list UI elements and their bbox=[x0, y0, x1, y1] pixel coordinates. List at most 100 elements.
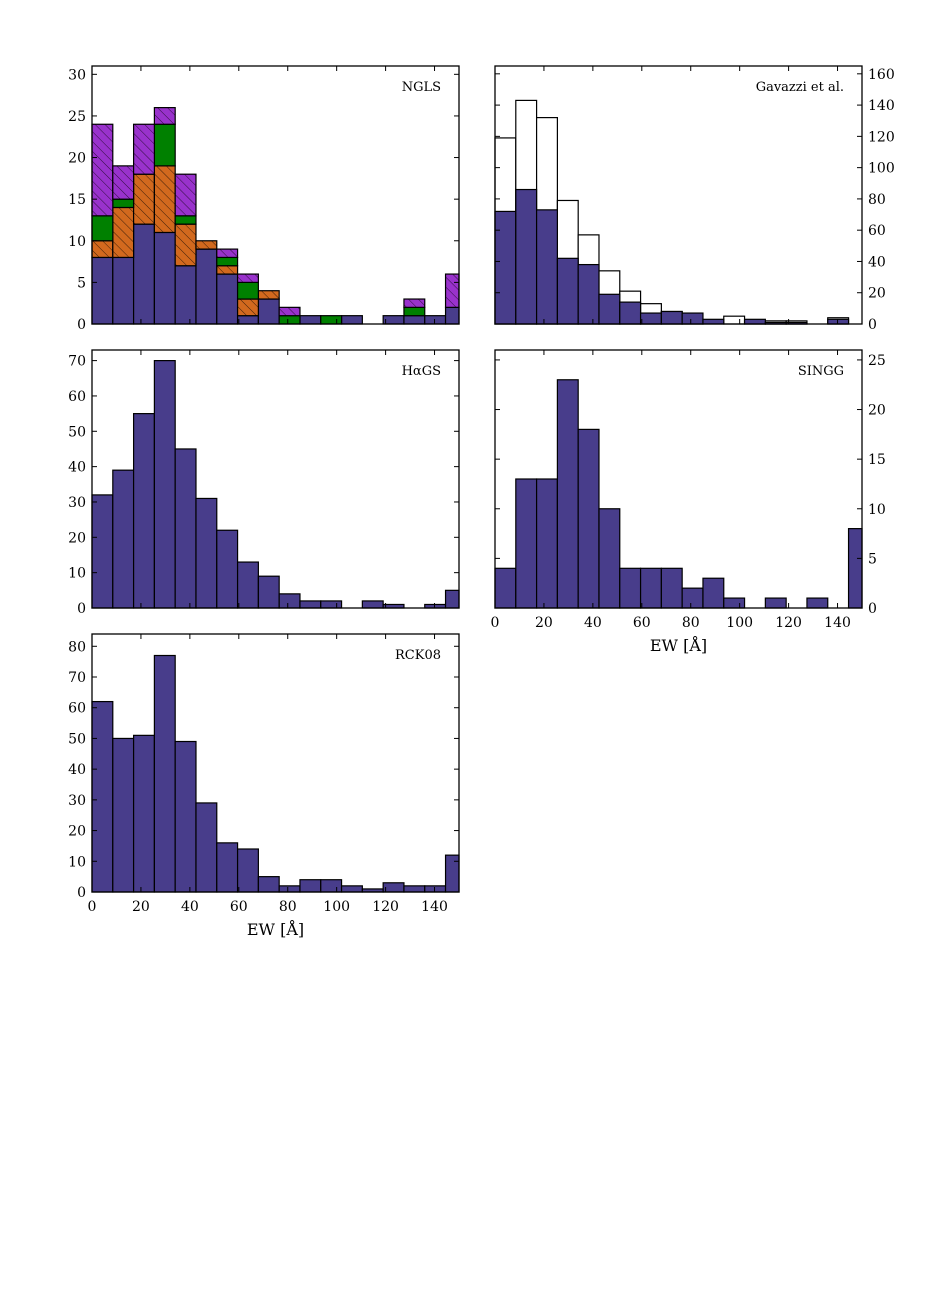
panel-ngls: 0 5 10 15 20 25 30 NGLS bbox=[68, 65, 460, 333]
singg-xtick-label-7: 140 bbox=[824, 615, 851, 631]
ngls-bar-hatch-purple-3 bbox=[154, 107, 176, 125]
ngls-bar-base-2 bbox=[132, 223, 155, 325]
gavazzi-frame bbox=[494, 65, 863, 325]
ngls-ytick-label-2: 10 bbox=[68, 234, 86, 250]
singg-title: SINGG bbox=[798, 364, 844, 379]
ngls-bar-green-6 bbox=[216, 256, 239, 267]
rck08-bars bbox=[91, 654, 460, 893]
rck08-bar-base-12 bbox=[340, 885, 363, 893]
gavazzi-bar-all-11 bbox=[723, 315, 746, 325]
rck08-ytick-label-8: 80 bbox=[68, 639, 86, 655]
singg-bar-base-6 bbox=[619, 567, 642, 609]
ngls-ytick-label-6: 30 bbox=[68, 67, 86, 83]
hags-ytick-label-1: 10 bbox=[68, 566, 86, 582]
singg-bar-base-7 bbox=[639, 567, 662, 609]
hags-bar-base-8 bbox=[257, 575, 280, 609]
rck08-bar-base-15 bbox=[403, 885, 426, 893]
rck08-ytick-label-5: 50 bbox=[68, 731, 86, 747]
ngls-bar-base-12 bbox=[340, 315, 363, 325]
rck08-bar-base-1 bbox=[112, 737, 135, 893]
rck08-ticks: 0 10 20 30 40 50 60 70 80 0 20 40 60 80 100 120 140 bbox=[68, 634, 459, 915]
rck08-bar-base-0 bbox=[91, 700, 114, 893]
rck08-xlabel: EW [Å] bbox=[247, 919, 304, 939]
singg-xtick-label-3: 60 bbox=[633, 615, 651, 631]
rck08-xtick-label-2: 40 bbox=[181, 899, 199, 915]
singg-bar-base-8 bbox=[660, 567, 683, 609]
ngls-title: NGLS bbox=[402, 80, 441, 95]
ngls-bar-hatch-orange-5 bbox=[195, 240, 217, 250]
ngls-bar-base-14 bbox=[382, 315, 405, 325]
gavazzi-ytick-label-7: 140 bbox=[868, 98, 895, 114]
ngls-bar-base-17 bbox=[444, 306, 460, 325]
ngls-bar-hatch-orange-8 bbox=[258, 290, 280, 300]
rck08-ytick-label-2: 20 bbox=[68, 824, 86, 840]
rck08-xtick-label-6: 120 bbox=[372, 899, 399, 915]
rck08-bar-base-6 bbox=[216, 842, 239, 893]
rck08-bar-base-4 bbox=[174, 740, 197, 893]
hags-bar-base-9 bbox=[278, 593, 301, 609]
hags-bar-base-11 bbox=[320, 600, 343, 609]
gavazzi-bar-base-4 bbox=[577, 263, 600, 325]
gavazzi-ytick-label-2: 40 bbox=[868, 254, 886, 270]
gavazzi-bar-base-1 bbox=[515, 188, 538, 325]
gavazzi-ytick-label-8: 160 bbox=[868, 67, 895, 83]
gavazzi-bar-base-0 bbox=[494, 210, 517, 325]
ngls-bar-hatch-orange-4 bbox=[175, 224, 196, 266]
ngls-bar-green-3 bbox=[153, 123, 176, 167]
singg-bar-base-4 bbox=[577, 428, 600, 609]
hags-bar-base-6 bbox=[216, 529, 239, 609]
gavazzi-bar-base-10 bbox=[702, 318, 725, 325]
singg-xtick-label-0: 0 bbox=[491, 615, 500, 631]
hags-bar-base-17 bbox=[444, 589, 460, 609]
gavazzi-bar-base-2 bbox=[535, 209, 558, 325]
rck08-xtick-label-5: 100 bbox=[323, 899, 350, 915]
ngls-bar-hatch-purple-2 bbox=[133, 124, 155, 175]
ngls-bar-hatch-purple-15 bbox=[403, 299, 425, 308]
rck08-xtick-label-1: 20 bbox=[132, 899, 150, 915]
rck08-ytick-label-0: 0 bbox=[77, 885, 86, 901]
hags-bar-base-7 bbox=[236, 561, 259, 609]
gavazzi-bar-base-9 bbox=[681, 312, 704, 325]
rck08-ytick-label-4: 40 bbox=[68, 762, 86, 778]
gavazzi-ticks: 0 20 40 60 80 100 120 140 160 bbox=[494, 66, 895, 333]
ngls-bar-base-16 bbox=[424, 315, 447, 325]
hags-ytick-label-0: 0 bbox=[77, 601, 86, 617]
hags-bar-base-3 bbox=[153, 360, 176, 609]
ngls-ticks: 0 5 10 15 20 25 30 bbox=[68, 66, 459, 333]
ngls-bar-base-6 bbox=[216, 273, 239, 325]
hags-bar-base-0 bbox=[91, 494, 114, 609]
ngls-bar-base-1 bbox=[112, 256, 135, 325]
rck08-bar-base-9 bbox=[278, 885, 301, 893]
gavazzi-ytick-label-6: 120 bbox=[868, 129, 895, 145]
ngls-bar-green-1 bbox=[112, 198, 135, 209]
ngls-bar-hatch-orange-2 bbox=[133, 174, 155, 225]
ngls-bar-hatch-purple-9 bbox=[279, 307, 300, 316]
singg-frame bbox=[494, 349, 863, 609]
ngls-ytick-label-1: 5 bbox=[77, 275, 86, 291]
rck08-title: RCK08 bbox=[395, 648, 441, 663]
hags-bar-base-2 bbox=[132, 413, 155, 609]
ngls-ytick-label-3: 15 bbox=[68, 192, 86, 208]
ngls-bar-hatch-purple-0 bbox=[92, 124, 113, 216]
rck08-bar-base-8 bbox=[257, 876, 280, 893]
hags-ytick-label-3: 30 bbox=[68, 495, 86, 511]
ngls-bar-hatch-purple-4 bbox=[175, 174, 196, 216]
hags-frame bbox=[91, 349, 460, 609]
panel-gavazzi: 0 20 40 60 80 100 120 140 160 Gavazzi et al. bbox=[494, 65, 895, 333]
ngls-bar-base-8 bbox=[257, 298, 280, 325]
ngls-bar-hatch-orange-1 bbox=[112, 207, 134, 258]
hags-bar-base-10 bbox=[299, 600, 322, 609]
gavazzi-ytick-label-5: 100 bbox=[868, 161, 895, 177]
singg-bar-base-13 bbox=[764, 597, 787, 609]
rck08-bar-base-11 bbox=[320, 879, 343, 893]
singg-bar-base-0 bbox=[494, 567, 517, 609]
gavazzi-bar-base-5 bbox=[598, 293, 621, 325]
singg-ytick-label-4: 20 bbox=[868, 403, 886, 419]
singg-bar-base-17 bbox=[847, 528, 863, 609]
ngls-bar-base-0 bbox=[91, 256, 114, 325]
rck08-bar-base-14 bbox=[382, 882, 405, 893]
hags-bar-base-4 bbox=[174, 448, 197, 609]
singg-bar-base-15 bbox=[806, 597, 829, 609]
rck08-frame bbox=[91, 633, 460, 893]
